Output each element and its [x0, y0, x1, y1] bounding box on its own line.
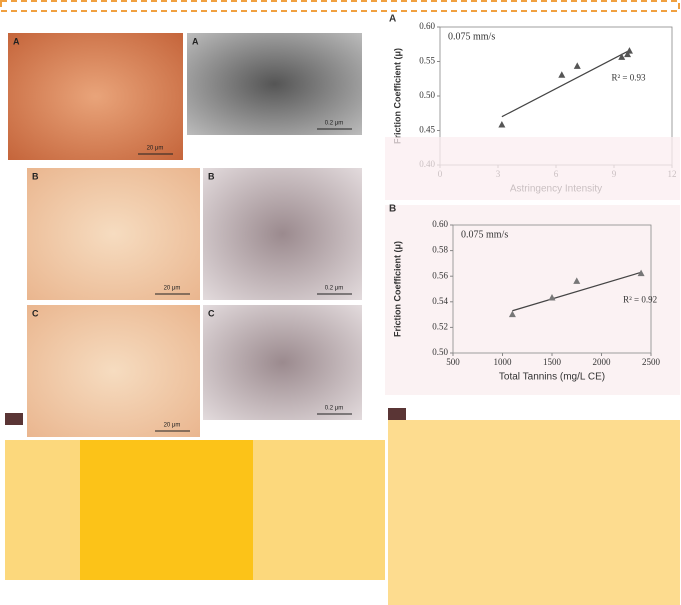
dashed-border [0, 0, 680, 12]
y-tick-label: 0.58 [432, 245, 448, 255]
chart-panel [385, 205, 680, 395]
y-tick-label: 0.56 [432, 270, 448, 280]
y-axis-label: Friction Coefficient (μ) [392, 241, 402, 337]
panel-label: C [208, 308, 215, 318]
trend-line [512, 271, 642, 312]
point [498, 120, 506, 128]
scale-label: 20 μm [164, 286, 181, 292]
micrograph [203, 168, 362, 300]
panel-label: C [32, 308, 39, 318]
y-tick-label: 0.55 [419, 56, 435, 66]
point [573, 277, 581, 284]
scale-label: 20 μm [147, 146, 164, 152]
x-tick-label: 500 [446, 357, 460, 367]
x-tick-label: 1000 [494, 357, 513, 367]
point [548, 293, 556, 301]
micrograph [27, 305, 200, 437]
point [618, 53, 626, 60]
scale-label: 0.2 μm [325, 406, 343, 412]
y-tick-label: 0.60 [432, 219, 448, 229]
x-tick-label: 1500 [543, 357, 562, 367]
y-tick-label: 0.54 [432, 296, 448, 306]
micrograph [187, 33, 362, 135]
y-tick-label: 0.50 [432, 347, 448, 357]
point [637, 269, 645, 277]
y-tick-label: 0.52 [432, 321, 448, 331]
block [80, 440, 253, 580]
y-tick-label: 0.60 [419, 21, 435, 31]
r-squared: R² = 0.93 [611, 73, 646, 83]
y-tick-label: 0.50 [419, 90, 435, 100]
r-squared: R² = 0.92 [623, 294, 657, 304]
chart-panel-label: B [389, 204, 396, 215]
y-tick-label: 0.45 [419, 125, 435, 135]
scale-label: 20 μm [164, 423, 181, 429]
chart-panel-label: A [389, 14, 396, 25]
point [508, 310, 516, 318]
x-tick-label: 2500 [642, 357, 661, 367]
scale-label: 0.2 μm [325, 286, 343, 292]
micrograph [203, 305, 362, 420]
panel-label: A [192, 36, 199, 46]
micrograph [8, 33, 183, 160]
x-axis-label: Total Tannins (mg/L CE) [499, 372, 605, 383]
micrograph [27, 168, 200, 300]
y-axis-label: Friction Coefficient (μ) [392, 48, 402, 144]
panel-label: B [32, 171, 39, 181]
block [388, 420, 680, 605]
trend-line [501, 49, 630, 118]
overlay [385, 137, 680, 200]
annotation: 0.075 mm/s [461, 229, 508, 240]
panel-label: B [208, 171, 215, 181]
tab [388, 408, 406, 420]
tab [5, 413, 23, 425]
point [624, 50, 632, 58]
point [558, 71, 566, 78]
scale-label: 0.2 μm [325, 121, 343, 127]
x-tick-label: 2000 [593, 357, 612, 367]
point [573, 62, 581, 69]
panel-label: A [13, 36, 20, 46]
annotation: 0.075 mm/s [448, 31, 495, 42]
